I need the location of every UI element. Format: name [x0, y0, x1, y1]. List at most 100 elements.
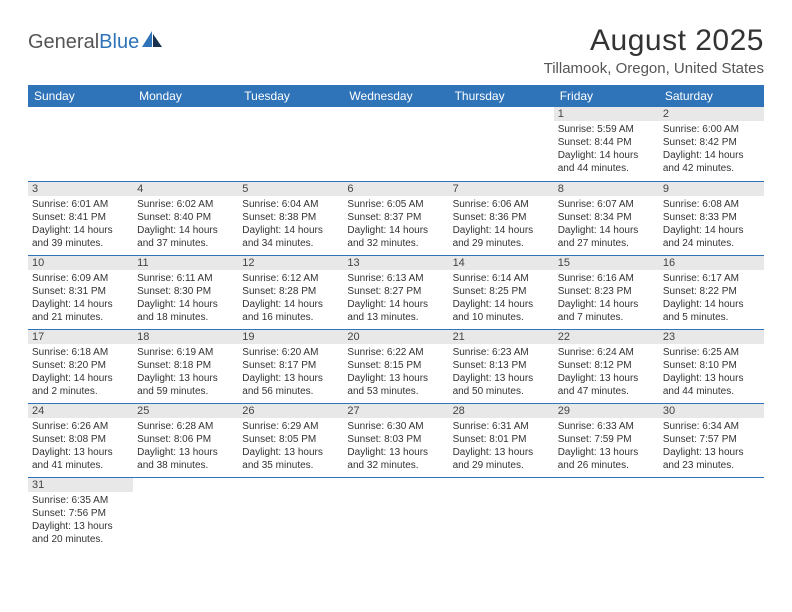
calendar-day-cell: 31Sunrise: 6:35 AMSunset: 7:56 PMDayligh… [28, 477, 133, 551]
calendar-week-row: 1Sunrise: 5:59 AMSunset: 8:44 PMDaylight… [28, 107, 764, 181]
day-info-line: Daylight: 14 hours [453, 298, 550, 311]
day-info-line: Sunset: 8:36 PM [453, 211, 550, 224]
calendar-day-cell: 11Sunrise: 6:11 AMSunset: 8:30 PMDayligh… [133, 255, 238, 329]
day-info-line: Sunrise: 6:07 AM [558, 198, 655, 211]
day-number: 9 [659, 182, 764, 196]
calendar-day-cell: 6Sunrise: 6:05 AMSunset: 8:37 PMDaylight… [343, 181, 448, 255]
day-number: 16 [659, 256, 764, 270]
calendar-day-cell [238, 107, 343, 181]
day-info-line: and 29 minutes. [453, 237, 550, 250]
day-number: 28 [449, 404, 554, 418]
day-content: Sunrise: 6:17 AMSunset: 8:22 PMDaylight:… [659, 270, 764, 328]
day-info-line: Sunset: 8:30 PM [137, 285, 234, 298]
calendar-day-cell: 3Sunrise: 6:01 AMSunset: 8:41 PMDaylight… [28, 181, 133, 255]
day-info-line: Daylight: 14 hours [663, 224, 760, 237]
day-info-line: Sunset: 8:10 PM [663, 359, 760, 372]
day-info-line: and 42 minutes. [663, 162, 760, 175]
day-content: Sunrise: 6:08 AMSunset: 8:33 PMDaylight:… [659, 196, 764, 254]
day-info-line: and 59 minutes. [137, 385, 234, 398]
day-content: Sunrise: 6:30 AMSunset: 8:03 PMDaylight:… [343, 418, 448, 476]
day-info-line: and 7 minutes. [558, 311, 655, 324]
weekday-header: Thursday [449, 85, 554, 107]
day-number: 18 [133, 330, 238, 344]
day-info-line: Sunrise: 6:00 AM [663, 123, 760, 136]
calendar-day-cell [133, 107, 238, 181]
day-info-line: Sunset: 8:31 PM [32, 285, 129, 298]
day-info-line: Daylight: 13 hours [558, 372, 655, 385]
calendar-day-cell: 17Sunrise: 6:18 AMSunset: 8:20 PMDayligh… [28, 329, 133, 403]
day-info-line: Sunrise: 6:01 AM [32, 198, 129, 211]
day-number: 24 [28, 404, 133, 418]
day-number: 8 [554, 182, 659, 196]
logo-text-1: General [28, 31, 99, 54]
day-info-line: Sunset: 7:57 PM [663, 433, 760, 446]
calendar-day-cell [659, 477, 764, 551]
day-content: Sunrise: 6:28 AMSunset: 8:06 PMDaylight:… [133, 418, 238, 476]
calendar-day-cell: 12Sunrise: 6:12 AMSunset: 8:28 PMDayligh… [238, 255, 343, 329]
day-info-line: Sunrise: 6:25 AM [663, 346, 760, 359]
day-info-line: and 20 minutes. [32, 533, 129, 546]
day-info-line: Sunrise: 6:34 AM [663, 420, 760, 433]
day-info-line: Sunrise: 6:08 AM [663, 198, 760, 211]
day-info-line: Sunset: 8:17 PM [242, 359, 339, 372]
day-content: Sunrise: 6:16 AMSunset: 8:23 PMDaylight:… [554, 270, 659, 328]
day-info-line: Sunset: 8:38 PM [242, 211, 339, 224]
calendar-table: SundayMondayTuesdayWednesdayThursdayFrid… [28, 85, 764, 551]
day-info-line: and 10 minutes. [453, 311, 550, 324]
day-info-line: Sunrise: 6:20 AM [242, 346, 339, 359]
day-info-line: Sunrise: 6:05 AM [347, 198, 444, 211]
day-content: Sunrise: 6:31 AMSunset: 8:01 PMDaylight:… [449, 418, 554, 476]
day-info-line: Daylight: 14 hours [453, 224, 550, 237]
day-info-line: and 13 minutes. [347, 311, 444, 324]
day-info-line: Sunset: 8:18 PM [137, 359, 234, 372]
calendar-day-cell: 26Sunrise: 6:29 AMSunset: 8:05 PMDayligh… [238, 403, 343, 477]
day-info-line: Sunrise: 6:11 AM [137, 272, 234, 285]
day-number: 25 [133, 404, 238, 418]
day-content: Sunrise: 6:11 AMSunset: 8:30 PMDaylight:… [133, 270, 238, 328]
title-block: August 2025 Tillamook, Oregon, United St… [544, 24, 764, 77]
calendar-day-cell: 1Sunrise: 5:59 AMSunset: 8:44 PMDaylight… [554, 107, 659, 181]
day-info-line: and 27 minutes. [558, 237, 655, 250]
calendar-day-cell: 29Sunrise: 6:33 AMSunset: 7:59 PMDayligh… [554, 403, 659, 477]
day-info-line: Daylight: 14 hours [32, 372, 129, 385]
calendar-day-cell [133, 477, 238, 551]
calendar-week-row: 17Sunrise: 6:18 AMSunset: 8:20 PMDayligh… [28, 329, 764, 403]
day-info-line: and 37 minutes. [137, 237, 234, 250]
day-info-line: Daylight: 13 hours [32, 446, 129, 459]
calendar-day-cell: 16Sunrise: 6:17 AMSunset: 8:22 PMDayligh… [659, 255, 764, 329]
day-info-line: Sunrise: 6:06 AM [453, 198, 550, 211]
calendar-day-cell [28, 107, 133, 181]
day-info-line: Daylight: 14 hours [558, 149, 655, 162]
day-info-line: and 21 minutes. [32, 311, 129, 324]
day-content: Sunrise: 6:20 AMSunset: 8:17 PMDaylight:… [238, 344, 343, 402]
day-number: 14 [449, 256, 554, 270]
day-info-line: Sunset: 8:13 PM [453, 359, 550, 372]
day-content: Sunrise: 6:33 AMSunset: 7:59 PMDaylight:… [554, 418, 659, 476]
day-content: Sunrise: 6:24 AMSunset: 8:12 PMDaylight:… [554, 344, 659, 402]
day-number: 23 [659, 330, 764, 344]
day-info-line: Sunrise: 6:18 AM [32, 346, 129, 359]
day-info-line: and 32 minutes. [347, 459, 444, 472]
day-content: Sunrise: 6:13 AMSunset: 8:27 PMDaylight:… [343, 270, 448, 328]
calendar-day-cell [554, 477, 659, 551]
logo: GeneralBlue [28, 30, 163, 54]
calendar-day-cell [343, 107, 448, 181]
day-info-line: Sunset: 8:34 PM [558, 211, 655, 224]
day-info-line: Daylight: 14 hours [242, 298, 339, 311]
month-title: August 2025 [544, 24, 764, 58]
day-info-line: Daylight: 14 hours [137, 298, 234, 311]
day-content: Sunrise: 6:14 AMSunset: 8:25 PMDaylight:… [449, 270, 554, 328]
day-number: 20 [343, 330, 448, 344]
day-info-line: Sunset: 8:25 PM [453, 285, 550, 298]
day-number: 6 [343, 182, 448, 196]
calendar-day-cell: 4Sunrise: 6:02 AMSunset: 8:40 PMDaylight… [133, 181, 238, 255]
calendar-day-cell: 14Sunrise: 6:14 AMSunset: 8:25 PMDayligh… [449, 255, 554, 329]
day-info-line: Daylight: 13 hours [347, 446, 444, 459]
calendar-day-cell: 9Sunrise: 6:08 AMSunset: 8:33 PMDaylight… [659, 181, 764, 255]
day-info-line: Sunset: 8:01 PM [453, 433, 550, 446]
day-info-line: Sunrise: 6:35 AM [32, 494, 129, 507]
day-info-line: and 39 minutes. [32, 237, 129, 250]
day-content: Sunrise: 6:25 AMSunset: 8:10 PMDaylight:… [659, 344, 764, 402]
day-info-line: Sunrise: 6:22 AM [347, 346, 444, 359]
calendar-day-cell [449, 107, 554, 181]
